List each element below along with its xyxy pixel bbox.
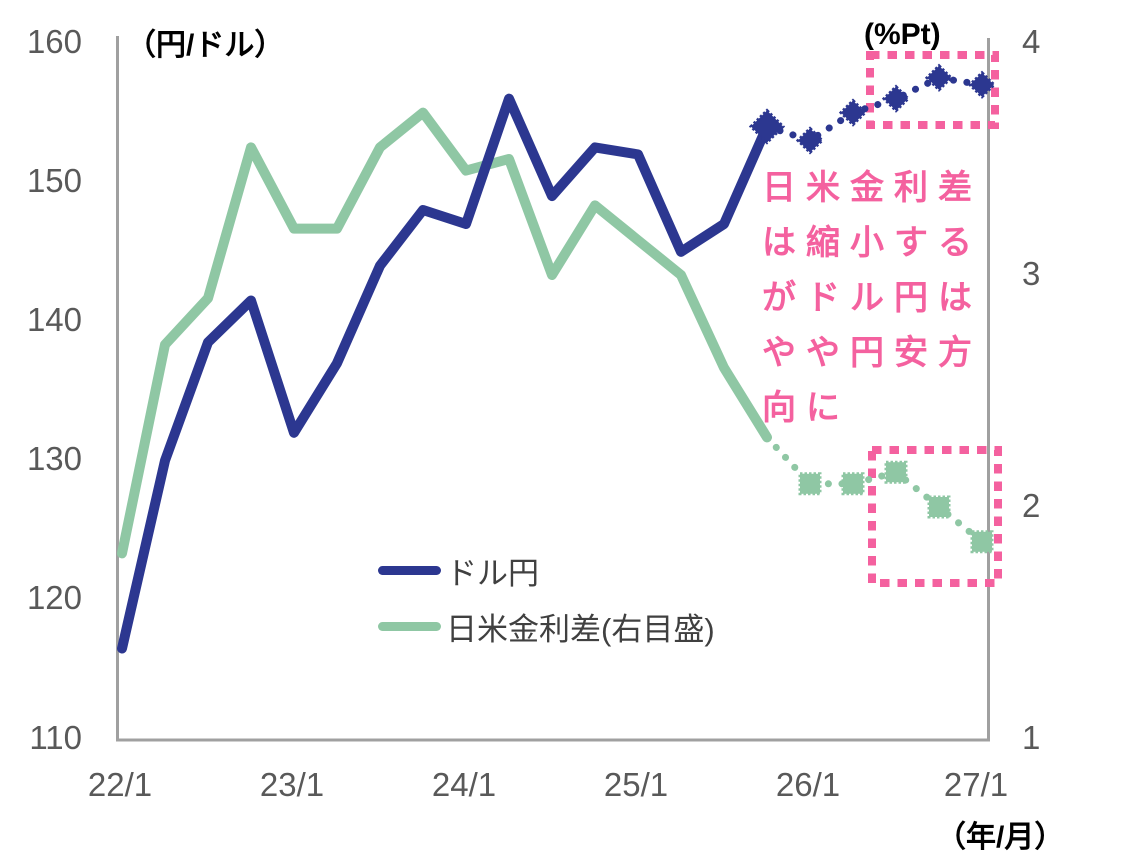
forecast-highlight-box	[866, 51, 999, 129]
usdjpy-actual-line	[117, 93, 772, 654]
right-axis-tick: 2	[1022, 487, 1041, 524]
right-axis-tick: 4	[1022, 23, 1041, 60]
legend-item-ratediff: 日米金利差(右目盛)	[378, 604, 715, 649]
ratediff-forecast-marker	[841, 472, 865, 496]
annotation-line: は縮小する	[762, 224, 982, 262]
x-axis-tick: 25/1	[603, 766, 669, 803]
left-axis-tick: 120	[26, 579, 82, 616]
x-axis-tick: 27/1	[943, 766, 1009, 803]
usdjpy-last-actual-marker	[748, 108, 786, 145]
forecast-annotation: 日米金利差 は縮小する がドル円は やや円安方 向に	[762, 161, 982, 436]
x-axis-caption: （年/月）	[936, 821, 1065, 854]
usdjpy-legend-label: ドル円	[446, 556, 539, 591]
ratediff-forecast-marker	[884, 460, 908, 484]
left-axis-tick: 110	[29, 719, 82, 756]
right-axis-tick: 3	[1022, 255, 1041, 292]
x-axis-tick: 22/1	[87, 766, 153, 803]
left-axis-tick: 160	[26, 23, 82, 60]
x-axis-tick: 24/1	[431, 766, 497, 803]
ratediff-forecast-marker	[927, 495, 951, 519]
annotation-line: やや円安方	[762, 334, 982, 372]
left-axis-tick: 150	[26, 162, 82, 199]
forecast-highlight-box	[868, 446, 1002, 587]
right-axis-caption: (%Pt)	[864, 18, 941, 51]
ratediff-actual-line	[117, 107, 772, 559]
usdjpy-forecast-marker	[967, 70, 997, 99]
left-axis-caption: （円/ドル）	[126, 29, 285, 62]
usdjpy-forecast-marker	[924, 63, 954, 92]
annotation-line: 向に	[762, 389, 850, 427]
ratediff-forecast-marker	[798, 472, 822, 496]
right-axis-tick: 1	[1022, 719, 1041, 756]
usdjpy-forecast-marker	[795, 126, 825, 155]
annotation-line: がドル円は	[762, 279, 982, 317]
left-axis-tick: 130	[26, 440, 82, 477]
legend-item-usdjpy: ドル円	[378, 548, 539, 593]
usdjpy-legend-swatch	[378, 566, 441, 575]
ratediff-forecast-marker	[970, 530, 994, 554]
usdjpy-forecast-line	[763, 74, 986, 145]
annotation-line: 日米金利差	[762, 169, 982, 207]
ratediff-legend-label: 日米金利差(右目盛)	[446, 612, 715, 647]
x-axis-tick: 23/1	[259, 766, 325, 803]
left-axis-tick: 140	[26, 301, 82, 338]
ratediff-legend-swatch	[378, 622, 441, 631]
x-axis-tick: 26/1	[775, 766, 841, 803]
usdjpy-forecast-marker	[881, 84, 911, 113]
usdjpy-forecast-marker	[838, 98, 868, 127]
